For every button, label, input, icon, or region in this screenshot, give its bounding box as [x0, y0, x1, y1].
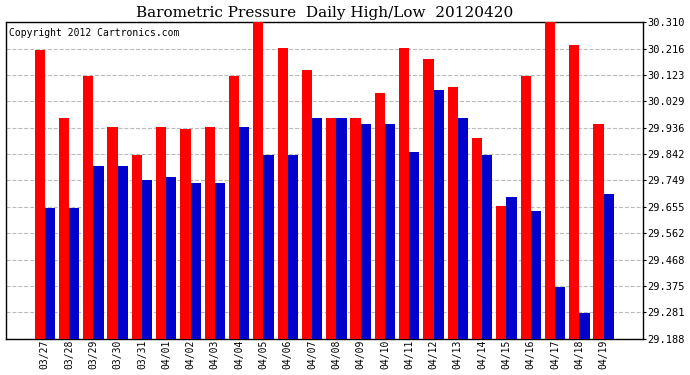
Bar [593, 124, 604, 339]
Bar [569, 45, 580, 339]
Bar [229, 76, 239, 339]
Bar [190, 183, 201, 339]
Bar [545, 11, 555, 339]
Bar [496, 206, 506, 339]
Bar [375, 93, 385, 339]
Bar [423, 59, 433, 339]
Bar [604, 194, 614, 339]
Bar [93, 166, 104, 339]
Bar [399, 48, 409, 339]
Bar [433, 90, 444, 339]
Bar [239, 126, 249, 339]
Bar [351, 118, 361, 339]
Bar [580, 313, 589, 339]
Bar [83, 76, 93, 339]
Bar [288, 155, 298, 339]
Title: Barometric Pressure  Daily High/Low  20120420: Barometric Pressure Daily High/Low 20120… [135, 6, 513, 20]
Bar [108, 126, 117, 339]
Bar [531, 211, 541, 339]
Bar [336, 118, 346, 339]
Bar [277, 48, 288, 339]
Bar [312, 118, 322, 339]
Bar [253, 19, 264, 339]
Bar [555, 287, 565, 339]
Bar [59, 118, 69, 339]
Bar [326, 118, 336, 339]
Text: Copyright 2012 Cartronics.com: Copyright 2012 Cartronics.com [9, 28, 179, 39]
Bar [302, 70, 312, 339]
Bar [482, 155, 493, 339]
Bar [264, 155, 274, 339]
Bar [142, 180, 152, 339]
Bar [520, 76, 531, 339]
Bar [215, 183, 225, 339]
Bar [180, 129, 190, 339]
Bar [166, 177, 177, 339]
Bar [385, 124, 395, 339]
Bar [117, 166, 128, 339]
Bar [472, 138, 482, 339]
Bar [409, 152, 420, 339]
Bar [361, 124, 371, 339]
Bar [45, 209, 55, 339]
Bar [457, 118, 468, 339]
Bar [34, 50, 45, 339]
Bar [205, 126, 215, 339]
Bar [132, 155, 142, 339]
Bar [156, 126, 166, 339]
Bar [506, 197, 517, 339]
Bar [69, 209, 79, 339]
Bar [448, 87, 457, 339]
